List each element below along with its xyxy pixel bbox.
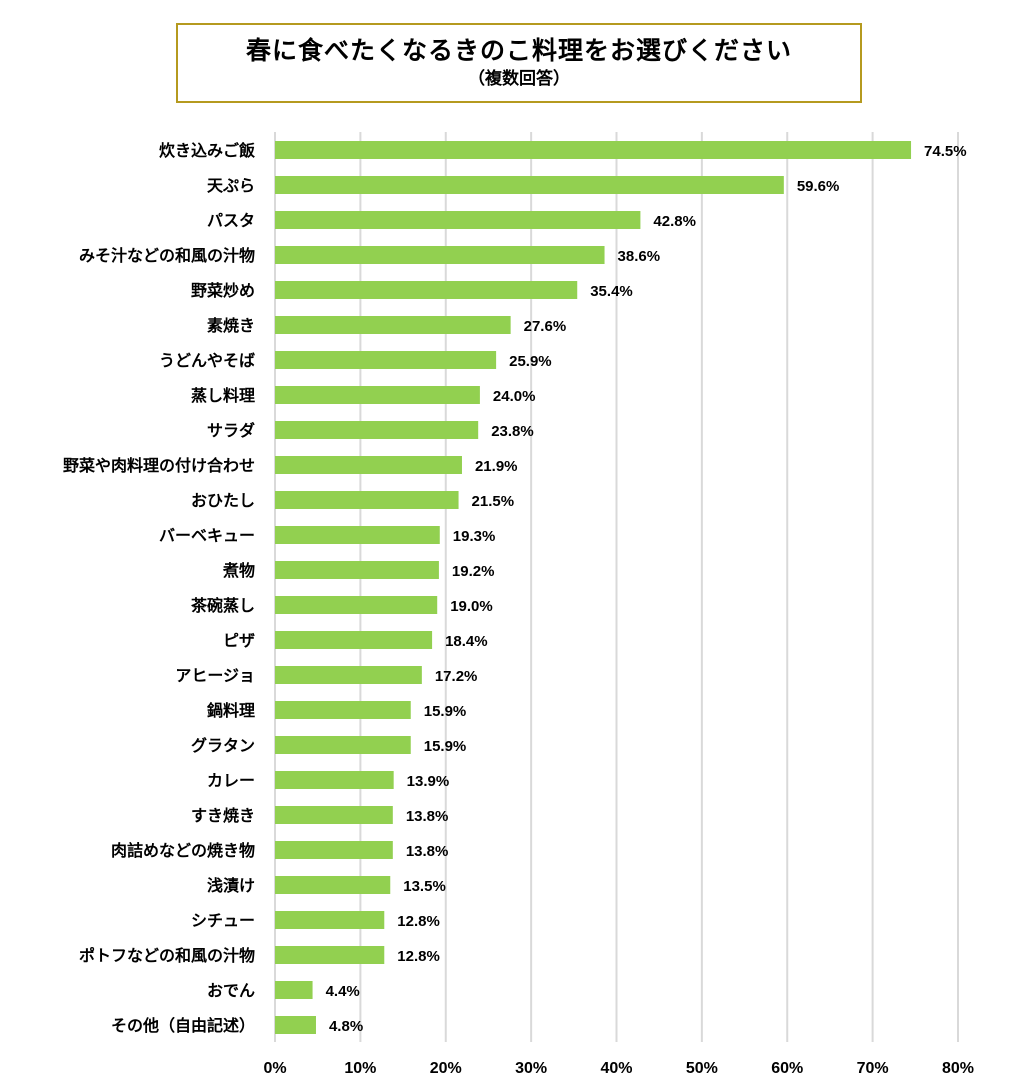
bar: [275, 316, 511, 334]
data-label: 42.8%: [653, 213, 696, 230]
data-label: 23.8%: [491, 423, 534, 440]
category-label: 素焼き: [207, 316, 255, 335]
bar: [275, 1016, 316, 1034]
category-label: バーベキュー: [159, 526, 255, 545]
bar: [275, 911, 385, 929]
category-label: みそ汁などの和風の汁物: [79, 246, 255, 265]
x-tick-label: 60%: [771, 1060, 803, 1077]
category-label: 野菜炒め: [191, 281, 255, 300]
data-label: 59.6%: [797, 178, 840, 195]
bar: [275, 386, 480, 404]
data-label: 24.0%: [493, 388, 536, 405]
bar: [275, 701, 411, 719]
data-label: 38.6%: [618, 248, 661, 265]
data-label: 74.5%: [924, 143, 967, 160]
data-label: 12.8%: [397, 913, 440, 930]
bar: [275, 421, 479, 439]
category-label: 天ぷら: [207, 176, 255, 195]
bar: [275, 281, 578, 299]
data-label: 4.8%: [329, 1018, 363, 1035]
category-label: パスタ: [207, 211, 255, 230]
category-label: おでん: [207, 981, 255, 1000]
data-label: 27.6%: [524, 318, 567, 335]
bar: [275, 526, 440, 544]
data-label: 18.4%: [445, 633, 488, 650]
category-label: すき焼き: [191, 806, 255, 825]
category-label: シチュー: [191, 911, 255, 930]
data-label: 12.8%: [397, 948, 440, 965]
data-label: 13.8%: [406, 843, 449, 860]
chart-subtitle: （複数回答）: [468, 69, 570, 89]
data-label: 13.5%: [403, 878, 446, 895]
data-label: 19.3%: [453, 528, 496, 545]
bar: [275, 596, 438, 614]
x-tick-label: 20%: [430, 1060, 462, 1077]
data-label: 19.2%: [452, 563, 495, 580]
bar: [275, 176, 784, 194]
bar: [275, 946, 385, 964]
category-label: 野菜や肉料理の付け合わせ: [63, 456, 255, 475]
data-label: 21.9%: [475, 458, 518, 475]
category-label: 茶碗蒸し: [190, 596, 255, 615]
data-label: 25.9%: [509, 353, 552, 370]
data-label: 21.5%: [472, 493, 515, 510]
category-label: おひたし: [191, 491, 255, 510]
bar: [275, 631, 433, 649]
category-label: ポトフなどの和風の汁物: [79, 946, 255, 965]
bar: [275, 876, 391, 894]
x-tick-label: 50%: [686, 1060, 718, 1077]
category-label: 肉詰めなどの焼き物: [111, 841, 255, 860]
category-label: 浅漬け: [207, 876, 255, 895]
category-label: 炊き込みご飯: [159, 141, 255, 160]
bar: [275, 841, 393, 859]
chart-title-box: 春に食べたくなるきのこ料理をお選びください （複数回答）: [176, 23, 862, 103]
category-label: カレー: [207, 771, 255, 790]
bar: [275, 351, 497, 369]
data-label: 19.0%: [450, 598, 493, 615]
category-label: サラダ: [207, 421, 255, 440]
x-tick-label: 0%: [263, 1060, 286, 1077]
category-label: 煮物: [222, 561, 255, 580]
x-tick-label: 80%: [942, 1060, 974, 1077]
chart-title: 春に食べたくなるきのこ料理をお選びください: [245, 36, 792, 65]
bar: [275, 561, 439, 579]
x-tick-label: 40%: [600, 1060, 632, 1077]
x-tick-label: 10%: [344, 1060, 376, 1077]
data-label: 4.4%: [326, 983, 360, 1000]
category-label: 蒸し料理: [191, 386, 255, 405]
category-label: グラタン: [191, 736, 255, 755]
data-label: 17.2%: [435, 668, 478, 685]
bar: [275, 666, 422, 684]
bar: [275, 141, 912, 159]
data-label: 13.9%: [407, 773, 450, 790]
x-tick-label: 70%: [857, 1060, 889, 1077]
x-tick-label: 30%: [515, 1060, 547, 1077]
bar: [275, 771, 394, 789]
bar: [275, 456, 462, 474]
category-label: ピザ: [223, 631, 255, 650]
bar: [275, 981, 313, 999]
bar: [275, 246, 605, 264]
bar: [275, 806, 393, 824]
data-label: 15.9%: [424, 738, 467, 755]
data-label: 15.9%: [424, 703, 467, 720]
data-label: 35.4%: [590, 283, 633, 300]
bar: [275, 491, 459, 509]
data-label: 13.8%: [406, 808, 449, 825]
bar: [275, 211, 641, 229]
category-label: アヒージョ: [175, 666, 255, 685]
category-label: うどんやそば: [159, 351, 255, 370]
bar: [275, 736, 411, 754]
category-label: 鍋料理: [207, 701, 255, 720]
category-label: その他（自由記述）: [111, 1016, 255, 1035]
